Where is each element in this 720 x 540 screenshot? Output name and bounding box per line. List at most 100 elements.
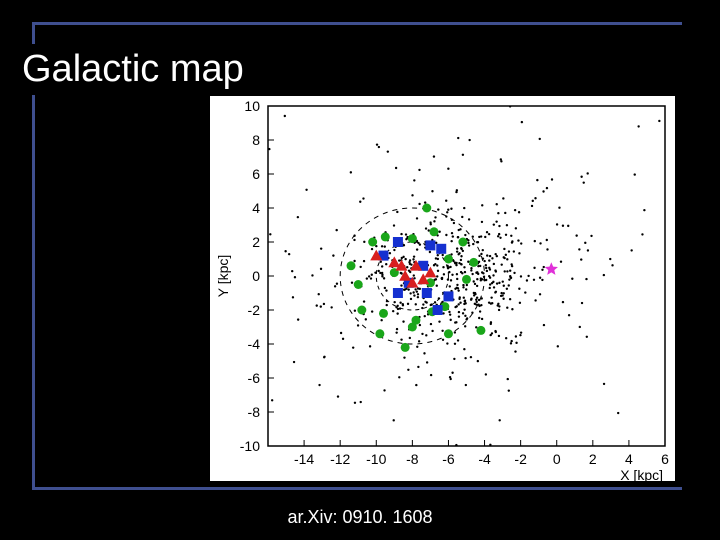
bg-point: [454, 331, 456, 333]
bg-point: [443, 273, 445, 275]
page-title: Galactic map: [22, 48, 244, 90]
bg-point: [630, 249, 632, 251]
bg-point: [481, 204, 483, 206]
bg-point: [456, 278, 458, 280]
bg-point: [468, 139, 470, 141]
marker-circle: [375, 329, 384, 338]
bg-point: [483, 279, 485, 281]
bg-point: [498, 225, 500, 227]
bg-point: [465, 384, 467, 386]
bg-point: [395, 331, 397, 333]
bg-point: [488, 301, 490, 303]
bg-point: [456, 305, 458, 307]
bg-point: [568, 314, 570, 316]
bg-point: [541, 269, 543, 271]
bg-point: [546, 248, 548, 250]
bg-point: [526, 279, 528, 281]
bg-point: [447, 266, 449, 268]
bg-point: [508, 389, 510, 391]
bg-point: [460, 271, 462, 273]
bg-point: [560, 261, 562, 263]
bg-point: [461, 248, 463, 250]
bg-point: [533, 279, 535, 281]
bg-point: [457, 339, 459, 341]
bg-point: [359, 201, 361, 203]
title-container: Galactic map: [20, 44, 250, 95]
bg-point: [424, 315, 426, 317]
bg-point: [477, 360, 479, 362]
bg-point: [478, 255, 480, 257]
bg-point: [524, 291, 526, 293]
bg-point: [508, 250, 510, 252]
bg-point: [603, 274, 605, 276]
bg-point: [470, 298, 472, 300]
bg-point: [464, 325, 466, 327]
bg-point: [400, 272, 402, 274]
bg-point: [457, 303, 459, 305]
bg-point: [505, 337, 507, 339]
bg-point: [402, 256, 404, 258]
bg-point: [498, 233, 500, 235]
bg-point: [603, 383, 605, 385]
bg-point: [470, 356, 472, 358]
bg-point: [297, 216, 299, 218]
bg-point: [562, 301, 564, 303]
bg-point: [476, 297, 478, 299]
bg-point: [320, 268, 322, 270]
bg-point: [421, 307, 423, 309]
x-tick-label: -12: [330, 451, 350, 467]
bg-point: [580, 176, 582, 178]
bg-point: [451, 274, 453, 276]
bg-point: [581, 302, 583, 304]
bg-point: [481, 271, 483, 273]
marker-circle: [347, 261, 356, 270]
bg-point: [481, 318, 483, 320]
bg-point: [456, 287, 458, 289]
bg-point: [417, 293, 419, 295]
bg-point: [316, 304, 318, 306]
y-tick-label: 2: [252, 234, 260, 250]
bg-point: [467, 261, 469, 263]
bg-point: [476, 301, 478, 303]
bg-point: [458, 252, 460, 254]
bg-point: [445, 199, 447, 201]
bg-point: [484, 236, 486, 238]
bg-point: [514, 209, 516, 211]
bg-point: [460, 263, 462, 265]
bg-point: [578, 248, 580, 250]
marker-square: [436, 244, 446, 254]
bg-point: [363, 241, 365, 243]
bg-point: [506, 288, 508, 290]
bg-point: [482, 257, 484, 259]
marker-circle: [354, 280, 363, 289]
marker-circle: [422, 204, 431, 213]
bg-point: [393, 249, 395, 251]
bg-point: [441, 254, 443, 256]
x-tick-label: 4: [625, 451, 633, 467]
bg-point: [288, 253, 290, 255]
bg-point: [498, 282, 500, 284]
bg-point: [363, 260, 365, 262]
bg-point: [425, 334, 427, 336]
bg-point: [521, 121, 523, 123]
y-tick-label: -10: [240, 438, 260, 454]
bg-point: [271, 399, 273, 401]
bg-point: [416, 217, 418, 219]
bg-point: [363, 300, 365, 302]
bg-point: [409, 337, 411, 339]
bg-point: [437, 258, 439, 260]
bg-point: [502, 280, 504, 282]
bg-point: [467, 242, 469, 244]
bg-point: [357, 324, 359, 326]
bg-point: [457, 137, 459, 139]
bg-point: [518, 288, 520, 290]
bg-point: [515, 227, 517, 229]
bg-point: [562, 225, 564, 227]
bg-point: [438, 297, 440, 299]
bg-point: [486, 254, 488, 256]
bg-point: [483, 276, 485, 278]
bg-point: [434, 216, 436, 218]
bg-point: [292, 296, 294, 298]
bg-point: [412, 291, 414, 293]
bg-point: [434, 301, 436, 303]
